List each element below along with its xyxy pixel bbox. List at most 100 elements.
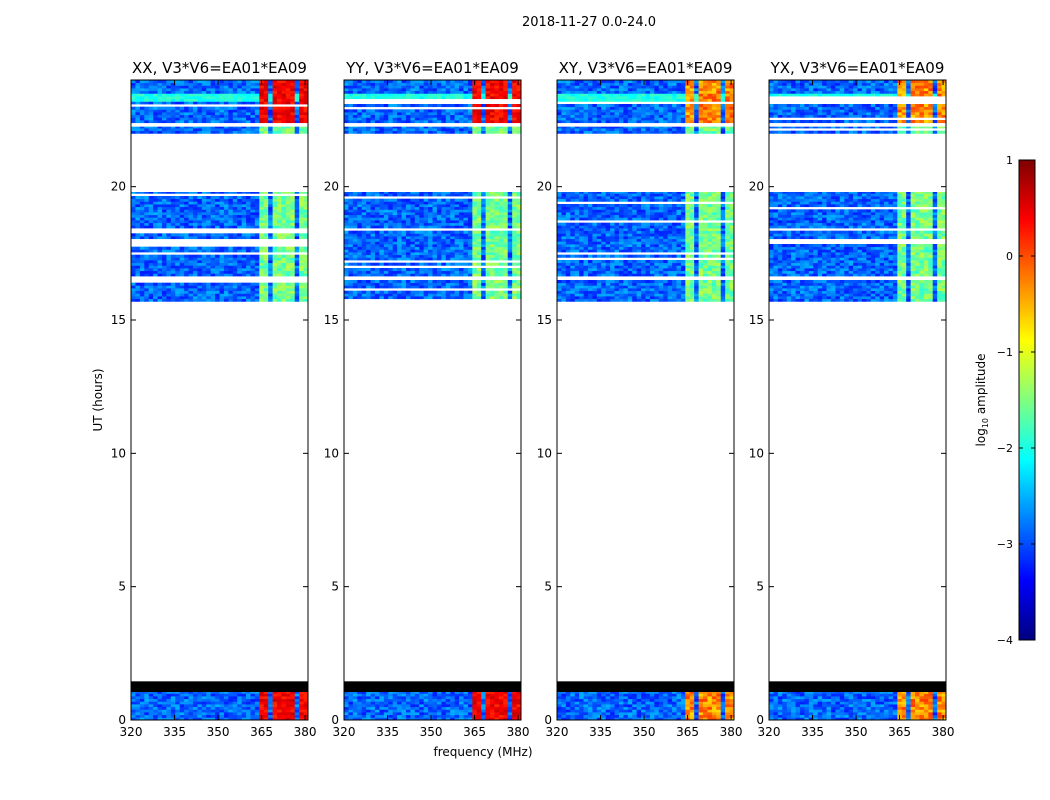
heatmap-cell — [281, 88, 287, 92]
heatmap-cell — [148, 288, 154, 292]
heatmap-cell — [184, 101, 189, 105]
heatmap-cell — [268, 128, 273, 132]
heatmap-cell — [498, 82, 504, 86]
x-tick-label: 335 — [376, 725, 399, 739]
heatmap-cell — [259, 106, 265, 110]
heatmap-cell — [445, 238, 451, 242]
heatmap-cell — [441, 241, 447, 245]
heatmap-cell — [135, 717, 141, 721]
heatmap-cell — [428, 249, 433, 253]
heatmap-cell — [454, 209, 460, 213]
heatmap-cell — [459, 714, 464, 718]
heatmap-cell — [135, 101, 141, 105]
heatmap-cell — [441, 293, 447, 297]
heatmap-cell — [268, 98, 273, 102]
heatmap-cell — [241, 225, 247, 229]
heatmap-cell — [232, 204, 238, 208]
heatmap-cell — [215, 128, 220, 132]
heatmap-cell — [170, 214, 176, 218]
heatmap-cell — [250, 714, 256, 718]
heatmap-cell — [188, 698, 194, 702]
heatmap-cell — [516, 201, 522, 205]
heatmap-cell — [139, 714, 145, 718]
heatmap-cell — [454, 192, 460, 194]
heatmap-cell — [370, 233, 376, 237]
heatmap-cell — [383, 696, 389, 700]
heatmap-cell — [428, 693, 433, 697]
heatmap-cell — [512, 198, 517, 202]
heatmap-cell — [148, 298, 154, 302]
heatmap-cell — [485, 206, 491, 210]
heatmap-cell — [498, 704, 504, 708]
heatmap-cell — [405, 104, 411, 108]
heatmap-cell — [467, 280, 473, 284]
heatmap-cell — [153, 298, 158, 302]
heatmap-cell — [263, 88, 269, 92]
heatmap-cell — [210, 268, 216, 272]
heatmap-cell — [498, 117, 504, 121]
heatmap-cell — [241, 693, 247, 697]
panel-frame — [343, 79, 522, 721]
heatmap-cell — [428, 225, 433, 229]
heatmap-cell — [357, 706, 363, 710]
heatmap-cell — [428, 692, 433, 694]
heatmap-cell — [450, 209, 456, 213]
heatmap-cell — [153, 196, 158, 200]
heatmap-cell — [401, 198, 407, 202]
heatmap-cell — [507, 126, 513, 129]
heatmap-cell — [215, 298, 220, 302]
heatmap-cell — [223, 93, 229, 97]
heatmap-cell — [148, 273, 154, 277]
heatmap-cell — [405, 693, 411, 697]
heatmap-cell — [507, 696, 513, 700]
heatmap-cell — [512, 257, 517, 261]
heatmap-cell — [161, 209, 167, 213]
heatmap-cell — [370, 241, 376, 245]
heatmap-cell — [206, 204, 212, 208]
heatmap-cell — [259, 214, 265, 218]
heatmap-cell — [268, 282, 273, 286]
heatmap-cell — [357, 244, 363, 248]
heatmap-cell — [135, 288, 141, 292]
heatmap-cell — [303, 701, 309, 705]
heatmap-cell — [188, 214, 194, 218]
heatmap-cell — [170, 90, 176, 94]
heatmap-cell — [281, 114, 287, 118]
heatmap-cell — [188, 296, 194, 300]
heatmap-cell — [170, 106, 176, 110]
heatmap-cell — [348, 241, 354, 245]
heatmap-cell — [192, 98, 198, 102]
heatmap-cell — [254, 296, 260, 300]
heatmap-cell — [166, 220, 172, 224]
heatmap-cell — [498, 273, 504, 277]
heatmap-cell — [250, 114, 256, 118]
heatmap-cell — [290, 290, 296, 294]
heatmap-cell — [179, 714, 185, 718]
heatmap-cell — [472, 93, 478, 97]
heatmap-cell — [166, 712, 172, 716]
heatmap-cell — [352, 193, 358, 197]
heatmap-cell — [188, 217, 194, 221]
heatmap-cell — [366, 204, 371, 208]
heatmap-cell — [498, 236, 504, 240]
heatmap-cell — [179, 246, 185, 250]
heatmap-cell — [423, 117, 429, 121]
heatmap-cell — [237, 288, 243, 292]
heatmap-cell — [379, 262, 385, 266]
heatmap-cell — [454, 117, 460, 121]
heatmap-cell — [139, 217, 145, 221]
heatmap-cell — [503, 233, 509, 237]
heatmap-cell — [494, 130, 500, 134]
heatmap-cell — [281, 220, 287, 224]
heatmap-cell — [294, 222, 300, 226]
heatmap-cell — [148, 706, 154, 710]
heatmap-cell — [383, 88, 389, 92]
heatmap-cell — [485, 238, 491, 242]
heatmap-cell — [131, 214, 136, 218]
heatmap-cell — [223, 273, 229, 277]
heatmap-cell — [237, 82, 243, 86]
heatmap-cell — [223, 126, 229, 129]
heatmap-cell — [507, 698, 513, 702]
heatmap-cell — [232, 268, 238, 272]
heatmap-cell — [241, 706, 247, 710]
